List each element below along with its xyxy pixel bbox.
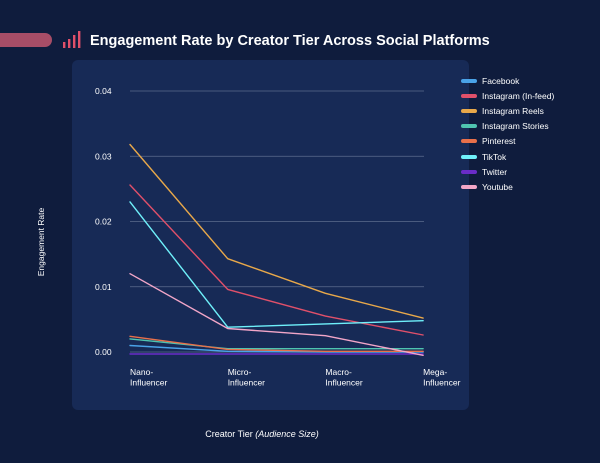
chart-title: Engagement Rate by Creator Tier Across S… — [90, 33, 490, 49]
legend-item: Instagram Reels — [461, 103, 554, 118]
legend-swatch — [461, 139, 477, 144]
series-line-instagram-in-feed — [129, 184, 424, 336]
legend-swatch — [461, 154, 477, 159]
legend-item: Pinterest — [461, 134, 554, 149]
legend: Facebook Instagram (In-feed) Instagram Ree… — [461, 73, 554, 195]
y-tick-label: 0.03 — [95, 151, 112, 161]
x-tick-label-line: Influencer — [325, 378, 362, 388]
series-line-pinterest — [129, 335, 424, 352]
x-tick-label-line: Influencer — [228, 378, 265, 388]
legend-label: Instagram Stories — [482, 121, 549, 132]
x-axis-label-main: Creator Tier — [205, 429, 255, 439]
legend-item: Facebook — [461, 73, 554, 88]
x-tick-label: Nano-Influencer — [130, 367, 167, 388]
legend-label: Youtube — [482, 181, 513, 192]
legend-item: TikTok — [461, 149, 554, 164]
legend-swatch — [461, 169, 477, 174]
y-tick-label: 0.02 — [95, 217, 112, 227]
accent-bar — [0, 33, 52, 47]
series-line-tiktok — [129, 201, 424, 328]
legend-item: Instagram (In-feed) — [461, 88, 554, 103]
legend-swatch — [461, 93, 477, 98]
x-tick-label-line: Mega- — [423, 367, 447, 377]
x-tick-label-line: Micro- — [228, 367, 252, 377]
legend-label: Twitter — [482, 166, 508, 177]
legend-swatch — [461, 124, 477, 129]
y-tick-label: 0.00 — [95, 347, 112, 357]
legend-item: Instagram Stories — [461, 119, 554, 134]
series-line-instagram-stories — [129, 338, 424, 350]
x-tick-label: Mega-Influencer — [423, 367, 460, 388]
x-axis-label: Creator Tier (Audience Size) — [205, 429, 319, 439]
x-tick-label: Macro-Influencer — [325, 367, 362, 388]
legend-swatch — [461, 108, 477, 113]
legend-swatch — [461, 78, 477, 83]
legend-label: Instagram (In-feed) — [482, 90, 555, 101]
x-tick-label-line: Nano- — [130, 367, 153, 377]
legend-item: Youtube — [461, 179, 554, 194]
series-line-instagram-reels — [129, 143, 424, 319]
y-tick-label: 0.04 — [95, 86, 112, 96]
bar-chart-icon — [63, 31, 81, 48]
x-tick-label-line: Influencer — [130, 378, 167, 388]
series-line-facebook — [129, 344, 424, 353]
series-line-youtube — [129, 273, 424, 356]
x-tick-label-line: Influencer — [423, 378, 460, 388]
x-axis-label-note: (Audience Size) — [255, 429, 319, 439]
x-tick-label: Micro-Influencer — [228, 367, 265, 388]
legend-label: Instagram Reels — [482, 105, 544, 116]
legend-item: Twitter — [461, 164, 554, 179]
legend-label: Pinterest — [482, 136, 516, 147]
legend-label: Facebook — [482, 75, 520, 86]
x-tick-label-line: Macro- — [325, 367, 352, 377]
legend-label: TikTok — [482, 151, 507, 162]
legend-swatch — [461, 184, 477, 189]
y-tick-label: 0.01 — [95, 282, 112, 292]
y-axis-label: Engagement Rate — [36, 207, 46, 276]
